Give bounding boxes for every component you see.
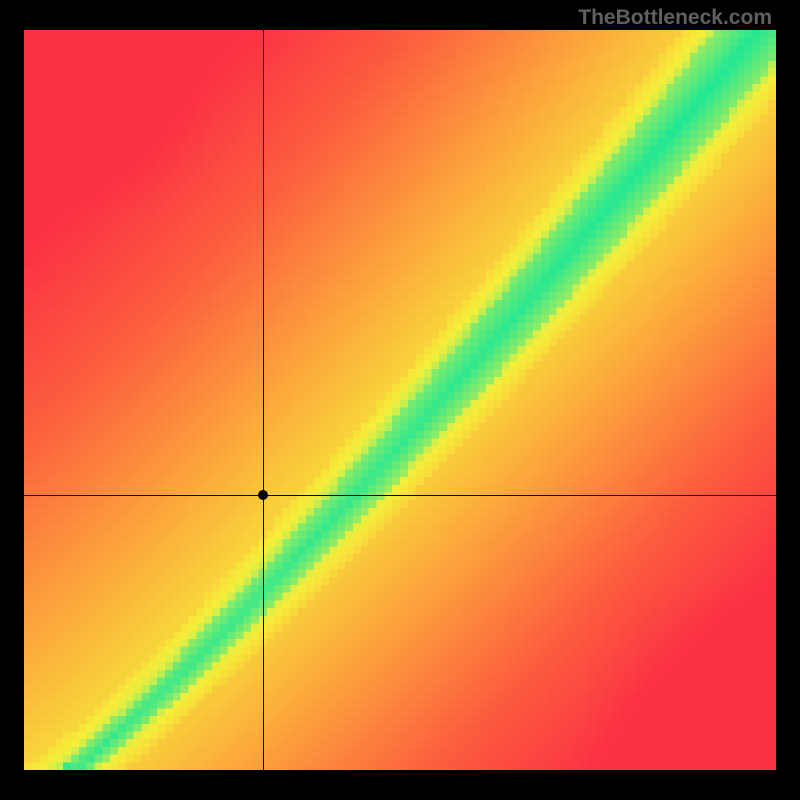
crosshair-horizontal xyxy=(24,495,776,496)
watermark-text: TheBottleneck.com xyxy=(578,6,772,30)
chart-container: { "watermark": { "text": "TheBottleneck.… xyxy=(0,0,800,800)
heatmap-canvas xyxy=(24,30,776,770)
heatmap-plot xyxy=(24,30,776,770)
crosshair-vertical xyxy=(263,30,264,770)
